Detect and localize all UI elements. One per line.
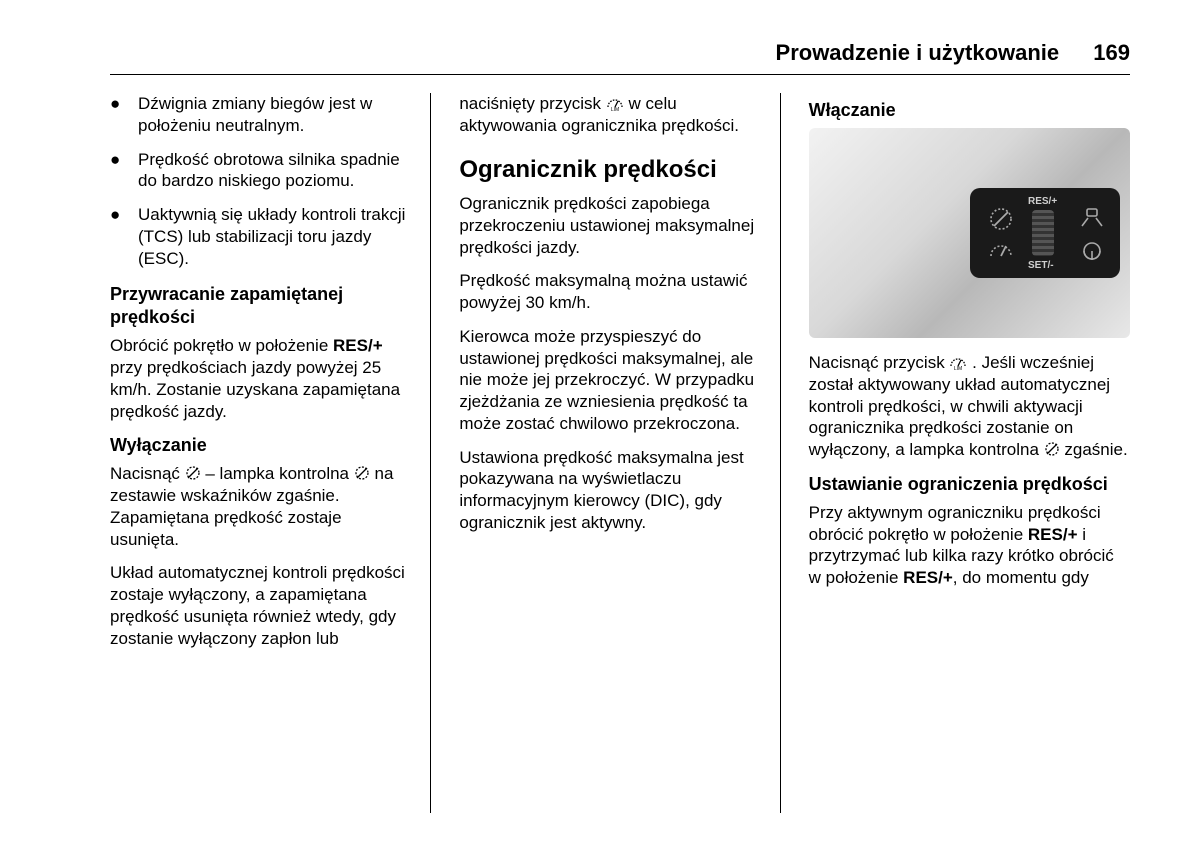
chapter-title: Prowadzenie i użytkowanie (776, 40, 1060, 65)
paragraph: Nacisnąć – lampka kontrolna na zestawie … (110, 463, 410, 550)
text-run: Nacisnąć (110, 464, 185, 483)
text-run: – lampka kontrolna (205, 464, 353, 483)
bullet-list: ● Dźwignia zmiany biegów jest w położeni… (110, 93, 410, 269)
bullet-text: Prędkość obrotowa silnika spadnie do bar… (138, 149, 410, 193)
paragraph: Nacisnąć przycisk LIM . Jeśli wcześ­niej… (809, 352, 1130, 461)
cruise-off-icon (354, 465, 370, 481)
list-item: ● Uaktywnią się układy kontroli trakcji … (110, 204, 410, 269)
svg-text:LIM: LIM (954, 366, 962, 370)
paragraph: Prędkość maksymalną można ustawić powyże… (459, 270, 759, 314)
limiter-icon (988, 240, 1014, 262)
page-header: Prowadzenie i użytkowanie 169 (110, 40, 1130, 66)
paragraph: Ustawiona prędkość maksymalna jest pokaz… (459, 447, 759, 534)
page-number: 169 (1093, 40, 1130, 65)
paragraph: Obrócić pokrętło w położenie RES/+ przy … (110, 335, 410, 422)
heading-speed-limiter: Ogranicznik prędkości (459, 155, 759, 186)
lane-assist-icon (1078, 240, 1106, 264)
steering-wheel-image: RES/+ SET/- (809, 128, 1130, 338)
bullet-text: Dźwignia zmiany biegów jest w położeniu … (138, 93, 410, 137)
wheel-control-hub: RES/+ SET/- (970, 188, 1120, 278)
svg-text:LIM: LIM (611, 107, 619, 111)
text-run: Nacisnąć przycisk (809, 353, 950, 372)
heading-switch-off: Wyłączanie (110, 434, 410, 457)
text-run: Obrócić pokrętło w położenie (110, 336, 333, 355)
heading-switch-on: Włączanie (809, 99, 1130, 122)
text-run: przy prędkościach jazdy powyżej 25 km/h.… (110, 358, 400, 421)
speed-limiter-icon: LIM (949, 356, 967, 370)
heading-restore-speed: Przywracanie zapamiętanej prędkości (110, 283, 410, 329)
label-res-plus: RES/+ (903, 568, 953, 587)
header-rule (110, 74, 1130, 75)
paragraph: Ogranicznik prędkości zapobiega przekroc… (459, 193, 759, 258)
list-item: ● Prędkość obrotowa silnika spadnie do b… (110, 149, 410, 193)
paragraph: naciśnięty przycisk LIM w celu aktywowan… (459, 93, 759, 137)
content-columns: ● Dźwignia zmiany biegów jest w położeni… (110, 93, 1130, 813)
label-set-minus: SET/- (1028, 260, 1054, 273)
bullet-icon: ● (110, 149, 138, 193)
paragraph: Kierowca może przyspieszyć do ustawionej… (459, 326, 759, 435)
label-res-plus: RES/+ (1028, 525, 1078, 544)
manual-page: Prowadzenie i użytkowanie 169 ● Dźwignia… (0, 0, 1200, 847)
text-run: naciśnięty przycisk (459, 94, 605, 113)
column-3: Włączanie RES/+ SET/- Nacisnąć przycisk … (809, 93, 1130, 813)
column-2: naciśnięty przycisk LIM w celu aktywowan… (459, 93, 780, 813)
cruise-off-icon (185, 465, 201, 481)
text-run: zgaśnie. (1064, 440, 1127, 459)
paragraph: Przy aktywnym ograniczniku prędkości obr… (809, 502, 1130, 589)
column-1: ● Dźwignia zmiany biegów jest w położeni… (110, 93, 431, 813)
bullet-text: Uaktywnią się układy kontroli trakcji (T… (138, 204, 410, 269)
list-item: ● Dźwignia zmiany biegów jest w położeni… (110, 93, 410, 137)
heading-set-limit: Ustawianie ograniczenia prędkości (809, 473, 1130, 496)
distance-icon (1078, 206, 1106, 228)
speed-limiter-icon: LIM (606, 97, 624, 111)
text-run: , do momentu gdy (953, 568, 1089, 587)
label-res-plus: RES/+ (333, 336, 383, 355)
thumbwheel-icon (1032, 210, 1054, 256)
label-res-plus: RES/+ (1028, 196, 1057, 209)
paragraph: Układ automatycznej kontroli prędkości z… (110, 562, 410, 649)
bullet-icon: ● (110, 204, 138, 269)
cruise-off-icon (1044, 441, 1060, 457)
bullet-icon: ● (110, 93, 138, 137)
cancel-icon (988, 206, 1014, 232)
